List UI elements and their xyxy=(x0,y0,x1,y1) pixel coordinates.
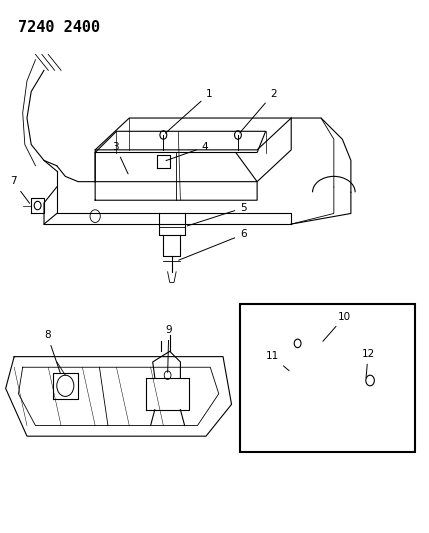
Text: 10: 10 xyxy=(323,311,351,341)
Text: 9: 9 xyxy=(166,325,172,373)
Text: 11: 11 xyxy=(266,351,289,371)
Text: 3: 3 xyxy=(112,142,128,174)
Text: 4: 4 xyxy=(166,142,208,160)
Text: 7240 2400: 7240 2400 xyxy=(18,20,100,35)
Bar xyxy=(240,304,415,452)
Text: 5: 5 xyxy=(187,203,247,226)
Text: 1: 1 xyxy=(166,89,213,133)
Text: 2: 2 xyxy=(240,89,277,133)
Text: 7: 7 xyxy=(10,176,30,203)
Text: 6: 6 xyxy=(179,229,247,260)
Text: 12: 12 xyxy=(362,349,375,378)
Text: 8: 8 xyxy=(44,330,60,373)
